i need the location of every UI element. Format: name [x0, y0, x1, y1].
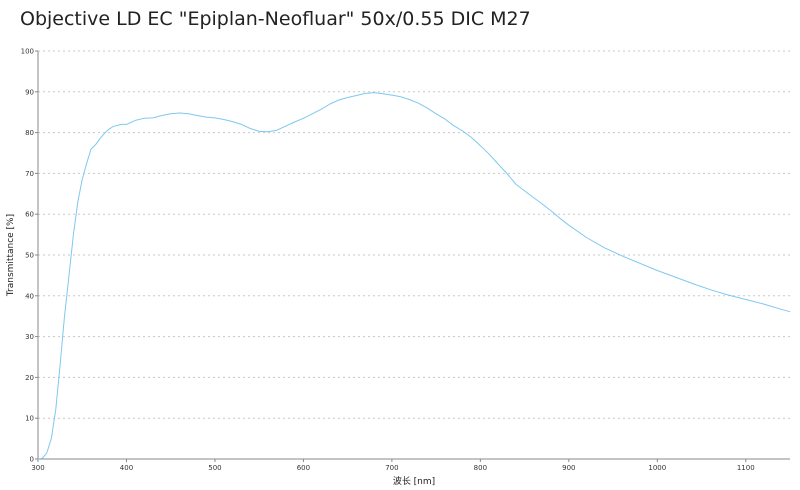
- y-tick-label-50: 50: [25, 252, 34, 260]
- axes: [35, 50, 790, 462]
- chart-title: Objective LD EC "Epiplan-Neofluar" 50x/0…: [20, 8, 531, 30]
- x-tick-label-900: 900: [562, 464, 575, 472]
- data-series: [37, 92, 791, 460]
- grid-lines: [38, 50, 790, 419]
- y-axis-label: Transmittance [%]: [6, 214, 16, 297]
- x-tick-label-1000: 1000: [648, 464, 666, 472]
- x-axis-label: 波长 [nm]: [393, 475, 435, 487]
- x-tick-label-600: 600: [297, 464, 310, 472]
- x-tick-label-400: 400: [120, 464, 133, 472]
- y-tick-label-80: 80: [25, 129, 34, 137]
- y-tick-label-100: 100: [21, 48, 34, 56]
- y-tick-label-40: 40: [25, 292, 34, 300]
- y-tick-label-90: 90: [25, 88, 34, 96]
- x-tick-label-500: 500: [208, 464, 221, 472]
- x-tick-label-700: 700: [385, 464, 398, 472]
- y-tick-labels: 0 10 20 30 40 50 60 70 80 90 100: [21, 48, 34, 464]
- x-tick-labels: 300 400 500 600 700 800 900 1000 1100: [31, 464, 754, 472]
- y-tick-label-70: 70: [25, 170, 34, 178]
- x-tick-label-800: 800: [474, 464, 487, 472]
- y-tick-label-10: 10: [25, 415, 34, 423]
- series-line-0: [37, 92, 791, 460]
- y-tick-label-0: 0: [30, 456, 34, 464]
- y-tick-label-30: 30: [25, 333, 34, 341]
- y-tick-label-20: 20: [25, 374, 34, 382]
- x-tick-label-1100: 1100: [737, 464, 755, 472]
- y-tick-label-60: 60: [25, 211, 34, 219]
- x-tick-label-300: 300: [31, 464, 44, 472]
